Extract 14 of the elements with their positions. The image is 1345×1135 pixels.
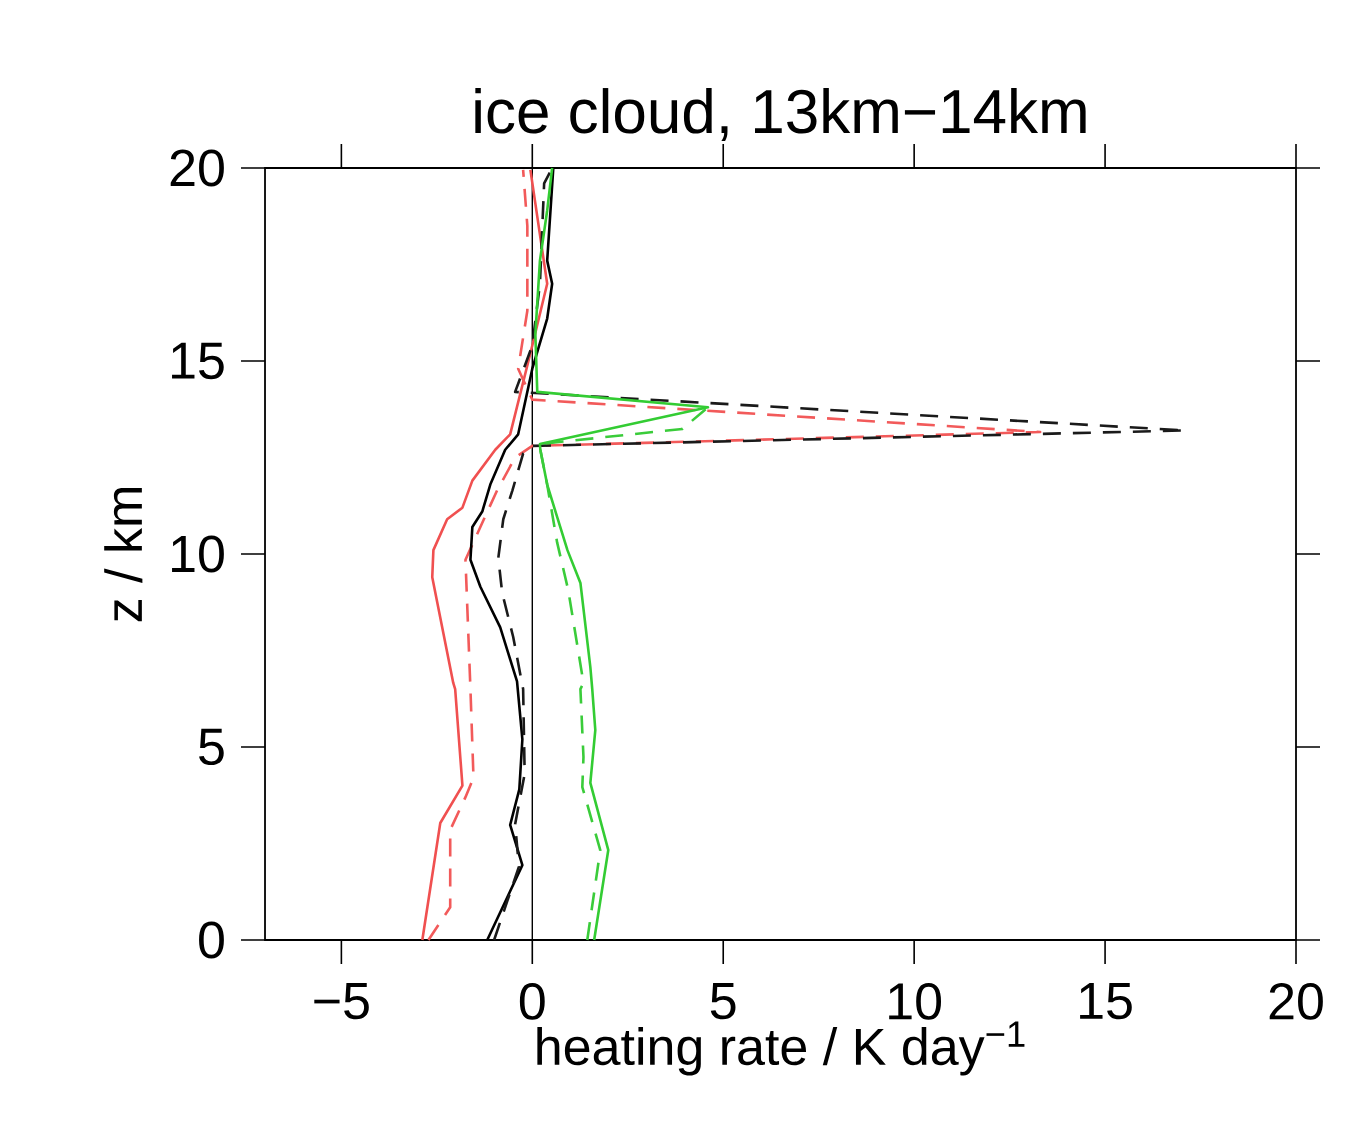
y-tick-label: 10 bbox=[172, 535, 224, 573]
x-axis-title: heating rate / K day$^{−1}$ bbox=[537, 1021, 1025, 1076]
y-tick-label: 15 bbox=[172, 342, 224, 380]
x-tick-label: 0 bbox=[519, 983, 545, 1020]
y-axis-title: z / km bbox=[104, 488, 143, 622]
y-tick-label: 0 bbox=[199, 921, 224, 959]
x-tick-label: 15 bbox=[1080, 983, 1132, 1020]
x-tick-label: −5 bbox=[314, 983, 369, 1020]
x-tick-label: 20 bbox=[1269, 983, 1323, 1020]
y-tick-label: 20 bbox=[170, 149, 224, 187]
y-tick-label: 5 bbox=[199, 728, 224, 766]
chart-title: ice cloud, 13km−14km bbox=[475, 88, 1086, 141]
x-tick-label: 5 bbox=[710, 983, 736, 1020]
x-tick-label: 10 bbox=[889, 983, 942, 1020]
